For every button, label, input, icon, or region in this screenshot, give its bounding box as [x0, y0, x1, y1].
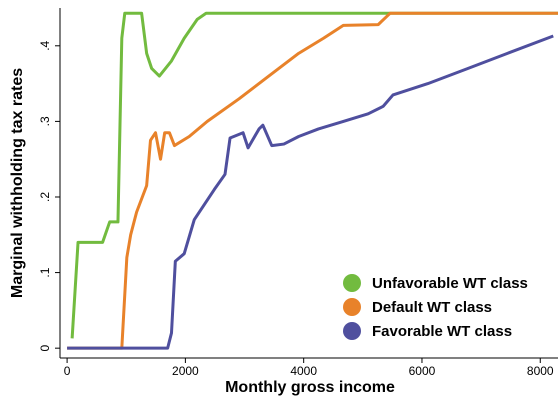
- legend-marker: [343, 298, 361, 316]
- legend-marker: [343, 322, 361, 340]
- y-tick-label: .4: [38, 40, 52, 50]
- x-tick-label: 8000: [527, 364, 554, 378]
- series-line: [67, 34, 554, 350]
- y-axis-label: Marginal withholding tax rates: [9, 68, 26, 298]
- x-tick-label: 0: [64, 364, 71, 378]
- legend-label: Default WT class: [372, 299, 492, 316]
- series-line: [67, 11, 558, 350]
- legend-label: Unfavorable WT class: [372, 275, 528, 292]
- y-tick-label: 0: [38, 345, 52, 352]
- x-tick-label: 6000: [409, 364, 436, 378]
- x-axis-label: Monthly gross income: [225, 379, 395, 396]
- series-line: [70, 11, 558, 339]
- y-tick-label: .3: [38, 116, 52, 126]
- x-tick-label: 4000: [290, 364, 317, 378]
- legend-marker: [343, 274, 361, 292]
- x-tick-label: 2000: [172, 364, 199, 378]
- y-tick-label: .1: [38, 267, 52, 277]
- legend-label: Favorable WT class: [372, 323, 512, 340]
- y-tick-label: .2: [38, 192, 52, 202]
